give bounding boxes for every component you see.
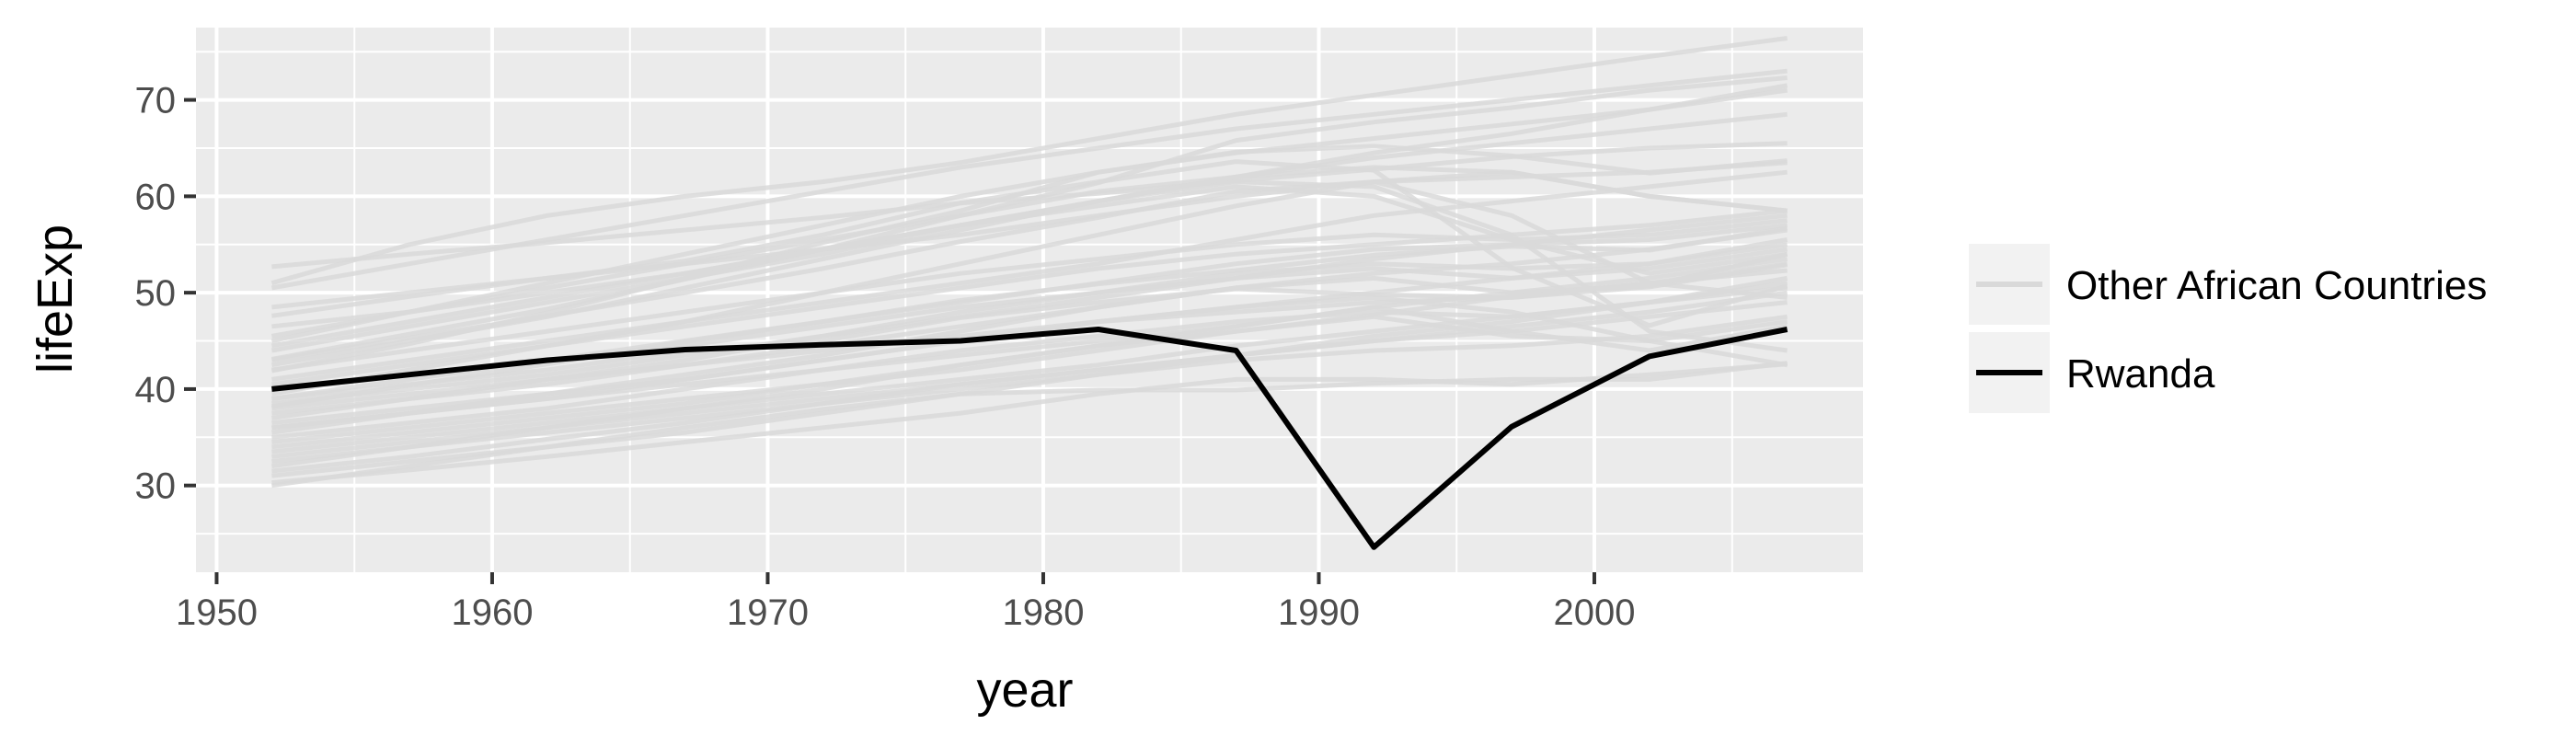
- y-axis-title: lifeExp: [28, 224, 83, 374]
- x-tick-label: 1990: [1278, 592, 1360, 633]
- y-tick-label: 50: [135, 273, 177, 314]
- x-tick-label: 1960: [451, 592, 533, 633]
- series-line-other: [271, 261, 1788, 411]
- y-tick-label: 70: [135, 81, 177, 121]
- y-tick-label: 40: [135, 370, 177, 410]
- legend: Other African Countries Rwanda: [1969, 244, 2487, 413]
- series-line-other: [271, 300, 1788, 459]
- x-axis-title: year: [976, 662, 1073, 718]
- x-tick-label: 1970: [727, 592, 809, 633]
- x-tick-label: 1980: [1002, 592, 1084, 633]
- series-line-other: [271, 184, 1788, 329]
- legend-label: Rwanda: [2066, 351, 2215, 397]
- x-tick-label: 2000: [1553, 592, 1635, 633]
- y-tick-label: 30: [135, 466, 177, 507]
- series-line-other: [271, 169, 1788, 382]
- other-series-lines: [270, 36, 1788, 489]
- series-line-other: [271, 275, 1788, 440]
- highlight-series-lines: [271, 327, 1788, 550]
- y-tick-label: 60: [135, 177, 177, 217]
- axes: 1950 1960 1970 1980 1990 2000 30 40 50 60 70: [135, 81, 1636, 633]
- series-line-other: [271, 227, 1788, 416]
- series-line-other: [270, 68, 1788, 291]
- series-line-other: [271, 294, 1788, 431]
- series-line-rwanda: [271, 327, 1788, 550]
- series-line-other: [271, 314, 1788, 444]
- series-line-other: [270, 87, 1788, 339]
- series-line-other: [271, 257, 1788, 450]
- series-line-other: [271, 314, 1788, 464]
- series-line-other: [271, 218, 1788, 373]
- series-line-other: [270, 83, 1788, 349]
- series-line-other: [271, 160, 1788, 310]
- legend-label: Other African Countries: [2066, 263, 2487, 308]
- x-tick-label: 1950: [176, 592, 258, 633]
- series-line-other: [271, 362, 1788, 486]
- series-line-other: [270, 36, 1788, 286]
